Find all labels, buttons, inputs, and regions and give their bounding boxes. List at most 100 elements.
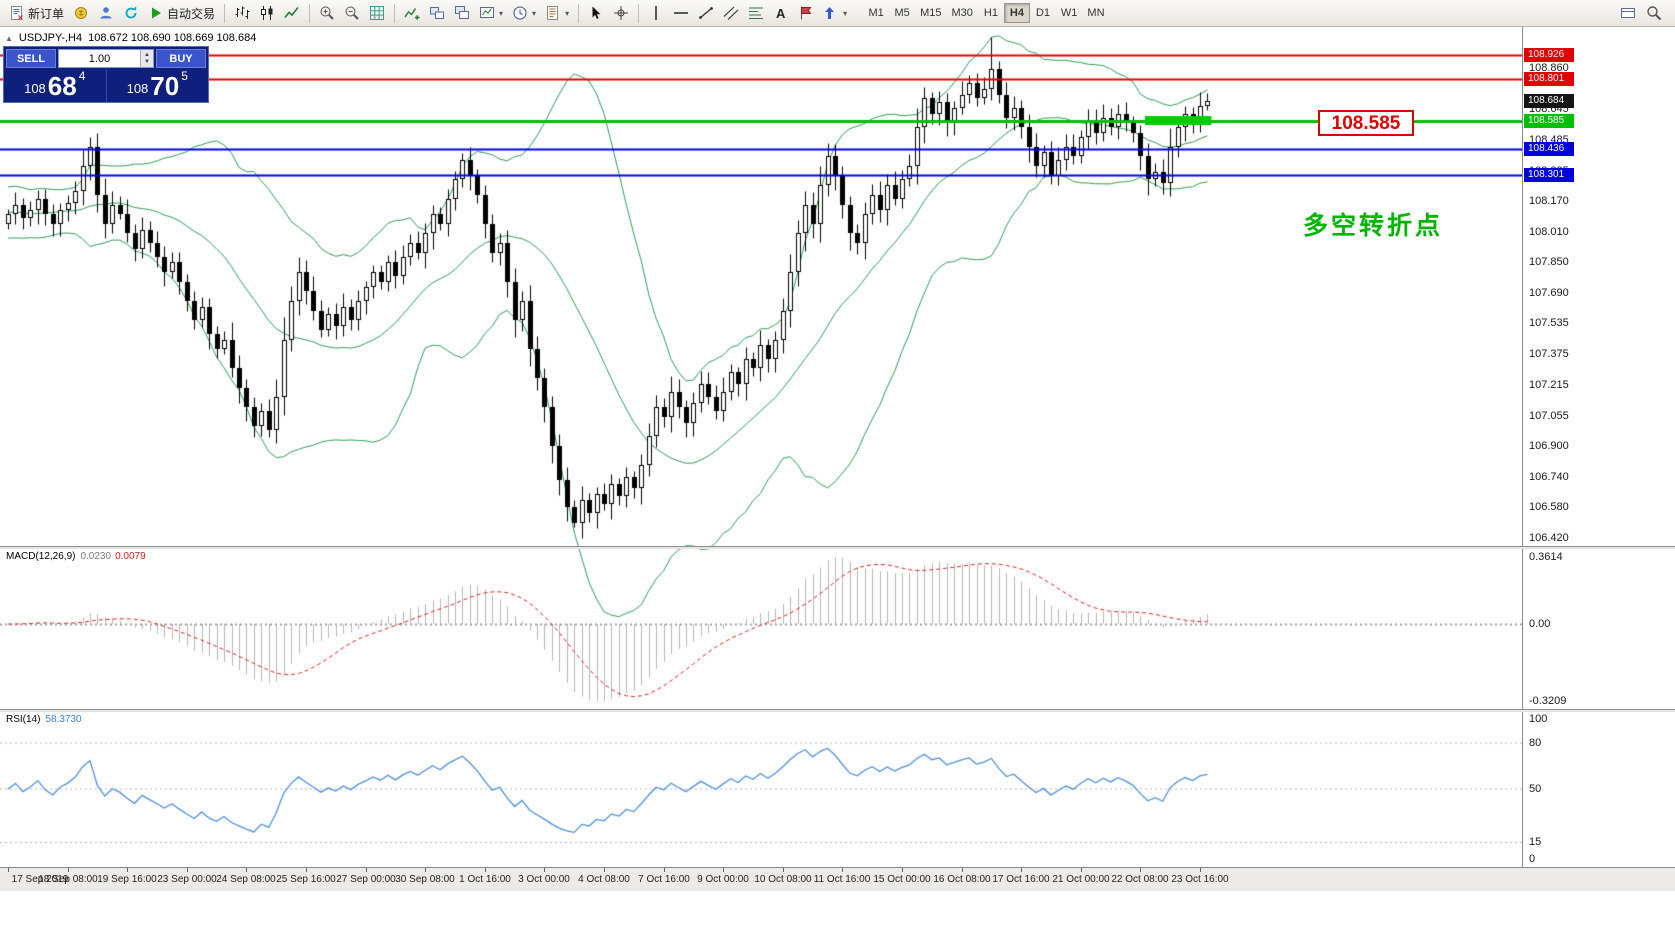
window-list-button[interactable] [1616, 2, 1640, 24]
time-tick [485, 868, 486, 872]
toolbar-separator [394, 3, 396, 23]
new-order-button[interactable]: 新订单 [5, 2, 68, 24]
rsi-value: 58.3730 [45, 714, 82, 725]
timeframe-m1-button[interactable]: M1 [863, 3, 889, 23]
timeframe-h4-button[interactable]: H4 [1003, 3, 1030, 23]
arrows-button[interactable]: ▾ [819, 2, 851, 24]
main-chart-canvas[interactable] [0, 27, 1522, 867]
time-tick [425, 868, 426, 872]
profiles-button[interactable] [94, 2, 118, 24]
svg-text:A: A [776, 6, 786, 21]
rsi-axis-label: 80 [1529, 737, 1542, 749]
timeframe-d1-button[interactable]: D1 [1030, 3, 1056, 23]
sell-button[interactable]: SELL [6, 49, 56, 68]
toolbar-left-group: 新订单 自动交易 ▾ ▾ ▾ A ▾ [5, 2, 851, 24]
rsi-axis-label: 0 [1529, 853, 1536, 865]
autotrade-button[interactable]: 自动交易 [144, 2, 219, 24]
time-label: 3 Oct 00:00 [518, 874, 570, 885]
time-tick [1140, 868, 1141, 872]
time-axis[interactable]: 17 Sep 2019 18 Sep 08:00 19 Sep 16:00 23 Se… [0, 867, 1675, 891]
channel-button[interactable] [719, 2, 743, 24]
hline-button[interactable] [669, 2, 693, 24]
timeframe-m5-button[interactable]: M5 [889, 3, 915, 23]
accounts-icon [73, 5, 89, 21]
time-tick [783, 868, 784, 872]
time-tick [8, 868, 9, 872]
timeframe-w1-button[interactable]: W1 [1056, 3, 1083, 23]
vline-button[interactable] [644, 2, 668, 24]
chart-window: 108.860108.645108.485108.325108.170108.0… [0, 27, 1675, 950]
panel-separator-rsi[interactable] [0, 709, 1675, 712]
fibonacci-button[interactable] [744, 2, 768, 24]
rsi-label: RSI(14) 58.3730 [6, 714, 82, 725]
period-dropdown-button[interactable]: ▾ [508, 2, 540, 24]
candle-chart-icon [259, 5, 275, 21]
rsi-name: RSI(14) [6, 714, 41, 725]
profiles-icon [98, 5, 114, 21]
zoom-out-button[interactable] [340, 2, 364, 24]
template-dropdown-button[interactable]: ▾ [541, 2, 573, 24]
chart-dropdown-button[interactable]: ▾ [475, 2, 507, 24]
sell-price[interactable]: 108 68 4 [4, 69, 107, 102]
price-axis[interactable]: 108.860108.645108.485108.325108.170108.0… [1522, 27, 1675, 867]
cascade-windows-button[interactable] [450, 2, 474, 24]
rsi-axis-label: 50 [1529, 783, 1542, 795]
line-price-label: 108.926 [1524, 48, 1574, 62]
channel-icon [723, 5, 739, 21]
zoom-in-button[interactable] [315, 2, 339, 24]
time-label: 11 Oct 16:00 [813, 874, 871, 885]
line-price-label: 108.801 [1524, 72, 1574, 86]
trendline-button[interactable] [694, 2, 718, 24]
time-label: 27 Sep 00:00 [336, 874, 396, 885]
volume-field[interactable]: 1.00 ▲ ▼ [58, 49, 154, 68]
tile-windows-button[interactable] [425, 2, 449, 24]
candle-chart-button[interactable] [255, 2, 279, 24]
volume-value[interactable]: 1.00 [88, 52, 111, 65]
time-tick [1081, 868, 1082, 872]
buy-button[interactable]: BUY [156, 49, 206, 68]
crosshair-button[interactable] [609, 2, 633, 24]
sell-price-main: 108 [24, 81, 46, 96]
sell-price-big: 68 [47, 71, 77, 101]
indicators-button[interactable] [400, 2, 424, 24]
fibonacci-icon [748, 5, 764, 21]
price-callout-label[interactable]: 108.585 [1318, 110, 1414, 136]
price-tick-label: 106.420 [1529, 532, 1569, 544]
toolbar-right-group [1616, 2, 1666, 24]
price-tick-label: 107.375 [1529, 348, 1569, 360]
text-icon: A [773, 5, 789, 21]
panel-separator-macd[interactable] [0, 546, 1675, 549]
chart-ohlc-values: 108.672 108.690 108.669 108.684 [88, 32, 257, 44]
toolbar-separator [638, 3, 640, 23]
timeframe-m30-button[interactable]: M30 [947, 3, 978, 23]
bar-chart-button[interactable] [230, 2, 254, 24]
buy-price[interactable]: 108 70 5 [107, 69, 209, 102]
timeframe-m15-button[interactable]: M15 [915, 3, 946, 23]
current-price-label: 108.684 [1524, 94, 1574, 108]
refresh-button[interactable] [119, 2, 143, 24]
line-chart-button[interactable] [280, 2, 304, 24]
text-button[interactable]: A [769, 2, 793, 24]
spinner-up-icon[interactable]: ▲ [144, 51, 150, 58]
label-button[interactable] [794, 2, 818, 24]
grid-button[interactable] [365, 2, 389, 24]
chart-annotation-text[interactable]: 多空转折点 [1303, 212, 1444, 240]
price-tick-label: 108.010 [1529, 226, 1569, 238]
volume-spinner[interactable]: ▲ ▼ [140, 50, 153, 67]
spinner-down-icon[interactable]: ▼ [144, 58, 150, 65]
cursor-button[interactable] [584, 2, 608, 24]
time-label: 23 Oct 16:00 [1171, 874, 1229, 885]
timeframe-h1-button[interactable]: H1 [978, 3, 1004, 23]
macd-signal-value: 0.0079 [115, 551, 146, 562]
timeframe-mn-button[interactable]: MN [1082, 3, 1109, 23]
main-toolbar: 新订单 自动交易 ▾ ▾ ▾ A ▾ M1 M5 M15 M30 H1 H4 D1 W1 MN [0, 0, 1675, 27]
price-tick-label: 107.850 [1529, 256, 1569, 268]
one-click-toggle-icon[interactable]: ▲ [5, 33, 13, 43]
time-label: 17 Sep 2019 [11, 874, 69, 885]
time-tick [1200, 868, 1201, 872]
period-dropdown-icon [512, 5, 528, 21]
time-label: 21 Oct 00:00 [1052, 874, 1110, 885]
accounts-button[interactable] [69, 2, 93, 24]
search-button[interactable] [1642, 2, 1666, 24]
